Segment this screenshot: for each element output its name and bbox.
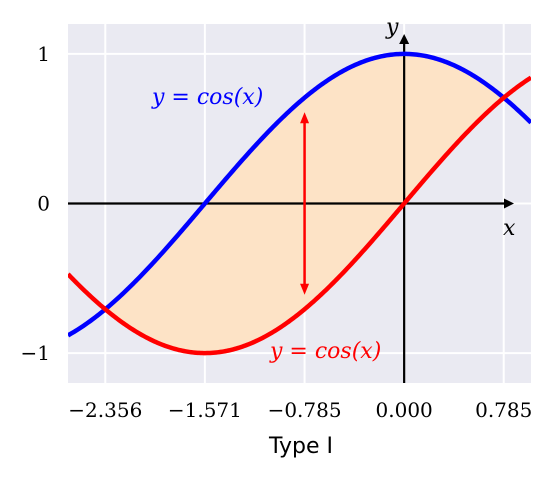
- y-tick-label-1: 0: [37, 192, 50, 216]
- y-tick-label-2: 1: [37, 42, 50, 66]
- y-axis-arrowhead: [399, 34, 410, 44]
- series-line-1: [68, 75, 531, 356]
- x-tick-label-1: −1.571: [168, 398, 242, 422]
- x-axis-title: Type I: [268, 434, 333, 459]
- curves-group: [68, 51, 531, 356]
- series-line-0: [68, 51, 531, 338]
- axes-group: [68, 34, 514, 383]
- y-tick-label-0: −1: [21, 341, 50, 365]
- x-axis-letter: x: [503, 216, 516, 241]
- y-axis-letter: y: [385, 15, 399, 40]
- double-arrow-head-top: [300, 112, 310, 124]
- x-tick-label-4: 0.785: [475, 398, 532, 422]
- blue-curve-label: y = cos(x): [151, 85, 263, 110]
- x-axis-arrowhead: [504, 198, 514, 209]
- x-tick-label-0: −2.356: [68, 398, 142, 422]
- tick-labels-group: −2.356 −1.571 −0.785 0.000 0.785 −1 0 1: [21, 42, 533, 422]
- x-tick-label-2: −0.785: [268, 398, 342, 422]
- double-arrow-group: [300, 112, 310, 295]
- x-tick-label-3: 0.000: [376, 398, 433, 422]
- red-curve-label: y = cos(x): [269, 339, 381, 364]
- double-arrow-head-bottom: [300, 283, 310, 295]
